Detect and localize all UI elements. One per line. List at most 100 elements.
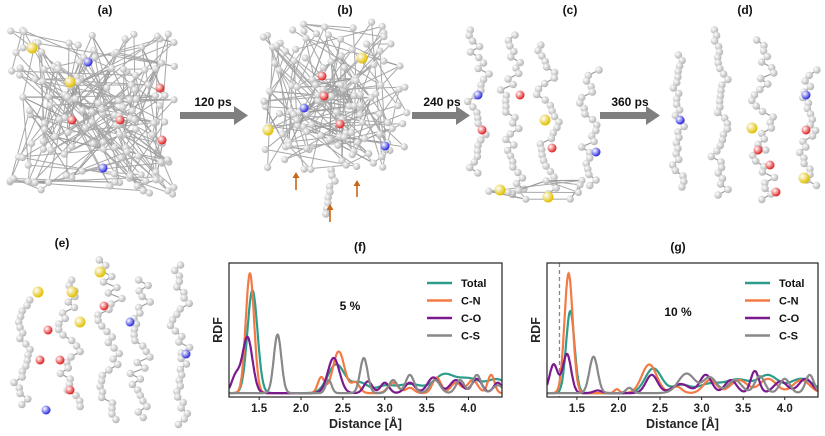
carbon-atom <box>336 35 345 43</box>
carbon-atom <box>550 68 559 77</box>
x-tick-label: 1.5 <box>569 403 586 415</box>
carbon-atom <box>674 51 683 59</box>
carbon-atom <box>98 105 106 113</box>
carbon-atom <box>16 389 24 398</box>
carbon-atom <box>78 167 86 175</box>
carbon-atom <box>150 119 158 127</box>
bond <box>119 134 131 177</box>
carbon-atom <box>581 110 589 118</box>
carbon-atom <box>808 132 817 140</box>
carbon-atom <box>576 181 584 189</box>
carbon-atom <box>131 336 139 345</box>
oxygen-atom <box>67 115 77 125</box>
carbon-atom <box>468 37 477 45</box>
carbon-atom <box>506 130 515 138</box>
carbon-atom <box>542 177 550 185</box>
sulfur-atom <box>262 124 274 136</box>
bond <box>311 43 392 125</box>
carbon-atom <box>379 163 387 171</box>
carbon-atom <box>128 107 136 115</box>
carbon-atom <box>148 131 156 139</box>
oxygen-atom <box>55 355 65 365</box>
bond <box>306 131 357 167</box>
carbon-atom <box>146 298 155 306</box>
carbon-atom <box>152 168 160 176</box>
carbon-atom <box>327 57 335 66</box>
oxygen-atom <box>319 91 329 101</box>
x-tick-label: 2.0 <box>610 403 626 415</box>
carbon-atom <box>337 81 345 89</box>
carbon-atom <box>710 37 719 45</box>
concentration-annotation: 10 % <box>664 305 692 319</box>
carbon-atom <box>103 327 111 336</box>
carbon-atom <box>55 115 63 123</box>
nitrogen-atom <box>591 147 601 157</box>
bond <box>145 142 161 182</box>
carbon-atom <box>510 141 518 149</box>
carbon-atom <box>501 135 510 144</box>
carbon-atom <box>134 152 142 160</box>
carbon-atom <box>325 182 334 191</box>
carbon-atom <box>717 163 726 172</box>
carbon-atom <box>39 137 47 145</box>
carbon-atom <box>12 48 20 57</box>
carbon-atom <box>585 170 593 179</box>
carbon-atom <box>31 75 39 83</box>
nitrogen-atom <box>299 103 309 113</box>
carbon-atom <box>10 378 18 387</box>
carbon-atom <box>350 102 358 110</box>
sulfur-atom <box>746 122 758 134</box>
carbon-atom <box>303 128 311 136</box>
panel-label-d: (d) <box>737 3 753 17</box>
bond <box>366 43 408 114</box>
oxygen-atom <box>115 115 125 125</box>
carbon-atom <box>59 331 67 339</box>
carbon-atom <box>138 43 146 51</box>
carbon-atom <box>756 74 765 83</box>
y-axis-label: RDF <box>529 317 543 343</box>
carbon-atom <box>331 177 339 185</box>
sulfur-atom <box>74 316 86 328</box>
carbon-atom <box>290 57 298 65</box>
carbon-atom <box>115 349 124 358</box>
carbon-atom <box>680 122 688 131</box>
time-step-label-1: 120 ps <box>194 95 232 109</box>
sulfur-atom <box>64 76 76 88</box>
bond <box>290 38 307 86</box>
carbon-atom <box>713 53 722 62</box>
carbon-atom <box>108 410 116 418</box>
carbon-atom <box>714 169 723 177</box>
bond <box>22 96 56 138</box>
carbon-atom <box>136 375 145 383</box>
x-tick-label: 3.5 <box>735 403 752 415</box>
carbon-atom <box>161 118 169 126</box>
legend-label: C-S <box>461 331 480 343</box>
carbon-atom <box>164 30 172 38</box>
carbon-atom <box>111 143 119 151</box>
carbon-atom <box>542 63 551 71</box>
carbon-atom <box>76 402 84 411</box>
carbon-atom <box>300 165 308 173</box>
carbon-atom <box>378 153 386 161</box>
carbon-atom <box>485 70 493 78</box>
bond <box>81 155 139 172</box>
carbon-atom <box>302 34 310 42</box>
carbon-atom <box>261 145 269 154</box>
carbon-atom <box>758 107 767 116</box>
bond <box>266 35 305 170</box>
carbon-atom <box>141 364 149 372</box>
carbon-atom <box>39 145 48 153</box>
oxygen-atom <box>35 355 45 365</box>
carbon-atom <box>372 90 380 98</box>
carbon-atom <box>144 81 152 89</box>
carbon-atom <box>81 124 90 132</box>
carbon-atom <box>161 91 169 100</box>
carbon-atom <box>88 31 96 40</box>
carbon-atom <box>751 157 760 165</box>
carbon-atom <box>260 97 268 105</box>
bond <box>305 37 384 62</box>
sulfur-atom <box>94 266 106 278</box>
carbon-atom <box>126 369 135 378</box>
bond <box>340 84 353 155</box>
carbon-atom <box>474 141 482 150</box>
